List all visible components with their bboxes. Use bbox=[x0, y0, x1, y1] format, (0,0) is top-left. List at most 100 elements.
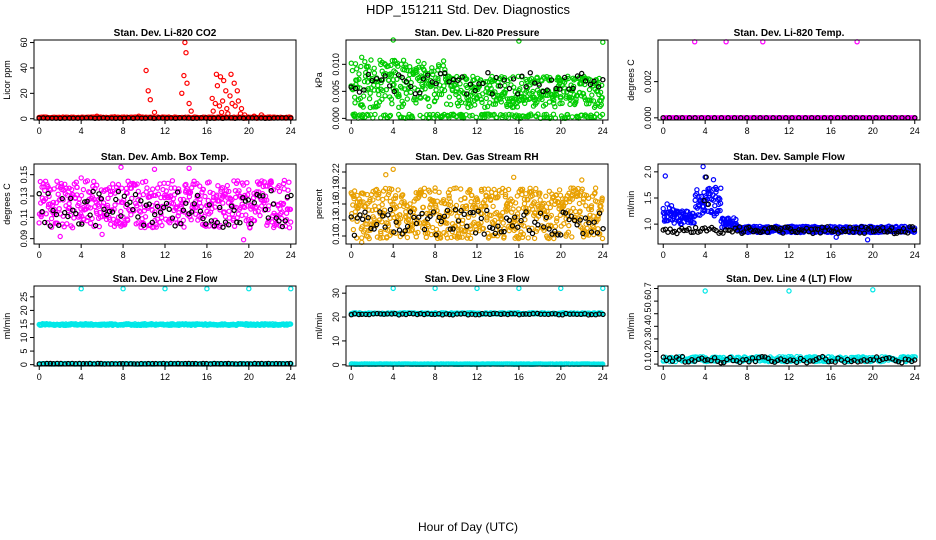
point-orange bbox=[494, 194, 500, 201]
point-black bbox=[519, 73, 525, 79]
point-magenta bbox=[202, 193, 208, 200]
point-magenta bbox=[276, 182, 282, 189]
point-orange bbox=[579, 177, 585, 183]
point-orange bbox=[567, 195, 573, 202]
point-red bbox=[258, 112, 265, 118]
y-axis-label: ml/min bbox=[314, 313, 324, 340]
y-tick-label: 0.15 bbox=[19, 166, 29, 184]
point-orange bbox=[544, 208, 550, 215]
point-magenta bbox=[264, 197, 270, 203]
point-orange bbox=[395, 187, 401, 193]
point-orange bbox=[350, 226, 357, 233]
point-magenta bbox=[50, 199, 57, 206]
point-black bbox=[352, 85, 359, 92]
point-black bbox=[464, 91, 470, 97]
point-magenta bbox=[49, 202, 56, 208]
point-magenta bbox=[71, 215, 77, 221]
point-orange bbox=[381, 207, 388, 213]
point-red bbox=[235, 98, 242, 104]
point-green bbox=[422, 86, 428, 92]
point-green bbox=[408, 89, 414, 96]
point-orange bbox=[574, 192, 581, 199]
point-red bbox=[231, 80, 237, 86]
point-black bbox=[475, 208, 481, 214]
point-black bbox=[558, 232, 564, 238]
point-magenta bbox=[231, 223, 238, 229]
point-orange bbox=[370, 197, 376, 203]
point-magenta bbox=[155, 191, 162, 197]
point-orange bbox=[458, 186, 464, 192]
point-magenta bbox=[187, 189, 194, 195]
point-green bbox=[597, 89, 604, 96]
point-black bbox=[45, 190, 51, 197]
point-black bbox=[515, 91, 521, 97]
point-orange bbox=[361, 191, 367, 197]
point-black bbox=[365, 214, 371, 221]
point-magenta bbox=[48, 215, 55, 222]
panel-3: Stan. Dev. Li-820 Temp.0 4 8 12 16 20 240.0000… bbox=[626, 28, 921, 136]
point-black bbox=[369, 78, 375, 84]
point-green bbox=[568, 95, 575, 101]
point-black bbox=[203, 221, 209, 227]
point-red bbox=[212, 100, 218, 107]
point-orange bbox=[445, 226, 451, 233]
point-magenta bbox=[281, 177, 288, 184]
point-orange bbox=[392, 195, 399, 201]
point-black bbox=[543, 214, 550, 221]
y-tick-label: 5 bbox=[19, 349, 29, 354]
point-black bbox=[419, 210, 425, 217]
x-tick-label: 4 bbox=[79, 250, 84, 260]
point-black bbox=[495, 223, 501, 229]
point-orange bbox=[580, 199, 586, 205]
point-black bbox=[391, 229, 397, 235]
point-cyan-upper bbox=[432, 285, 438, 292]
point-magenta bbox=[175, 213, 181, 219]
point-orange bbox=[554, 215, 560, 222]
point-orange bbox=[579, 186, 585, 192]
point-magenta bbox=[128, 211, 134, 218]
point-black bbox=[220, 224, 226, 230]
panel-title: Stan. Dev. Line 2 Flow bbox=[113, 274, 218, 285]
point-black bbox=[368, 225, 374, 232]
point-orange bbox=[495, 193, 501, 200]
point-orange bbox=[376, 189, 382, 196]
point-black bbox=[374, 221, 380, 228]
point-magenta bbox=[245, 216, 252, 223]
point-red bbox=[223, 88, 229, 94]
x-tick-label: 8 bbox=[121, 250, 126, 260]
point-orange bbox=[472, 204, 479, 210]
point-magenta bbox=[124, 217, 131, 223]
point-orange bbox=[351, 195, 357, 202]
point-black bbox=[399, 74, 405, 81]
point-orange bbox=[379, 201, 385, 208]
point-black bbox=[891, 230, 897, 237]
point-orange bbox=[512, 200, 519, 206]
point-magenta bbox=[186, 165, 192, 171]
point-green bbox=[421, 60, 427, 67]
point-green bbox=[530, 88, 536, 95]
panel-title: Stan. Dev. Li-820 CO2 bbox=[114, 28, 217, 39]
point-orange bbox=[577, 208, 583, 214]
x-axis-label: Hour of Day (UTC) bbox=[418, 520, 518, 534]
point-magenta bbox=[93, 182, 100, 188]
point-black bbox=[459, 74, 465, 80]
point-orange bbox=[541, 207, 548, 214]
point-black bbox=[907, 224, 913, 230]
data-points bbox=[660, 39, 918, 121]
point-black bbox=[42, 219, 48, 226]
point-magenta bbox=[112, 202, 118, 208]
point-black bbox=[713, 227, 719, 234]
y-tick-label: 0.09 bbox=[19, 230, 29, 248]
point-black bbox=[231, 207, 237, 213]
point-magenta bbox=[87, 220, 94, 226]
point-black bbox=[351, 232, 358, 238]
point-green bbox=[490, 101, 496, 107]
y-tick-label: 0.13 bbox=[331, 211, 341, 229]
x-tick-label: 12 bbox=[784, 126, 794, 136]
point-black bbox=[216, 204, 223, 211]
point-blue bbox=[694, 187, 700, 193]
point-orange bbox=[576, 192, 583, 199]
point-orange bbox=[367, 196, 373, 203]
point-black bbox=[810, 230, 816, 237]
point-orange bbox=[383, 171, 389, 178]
